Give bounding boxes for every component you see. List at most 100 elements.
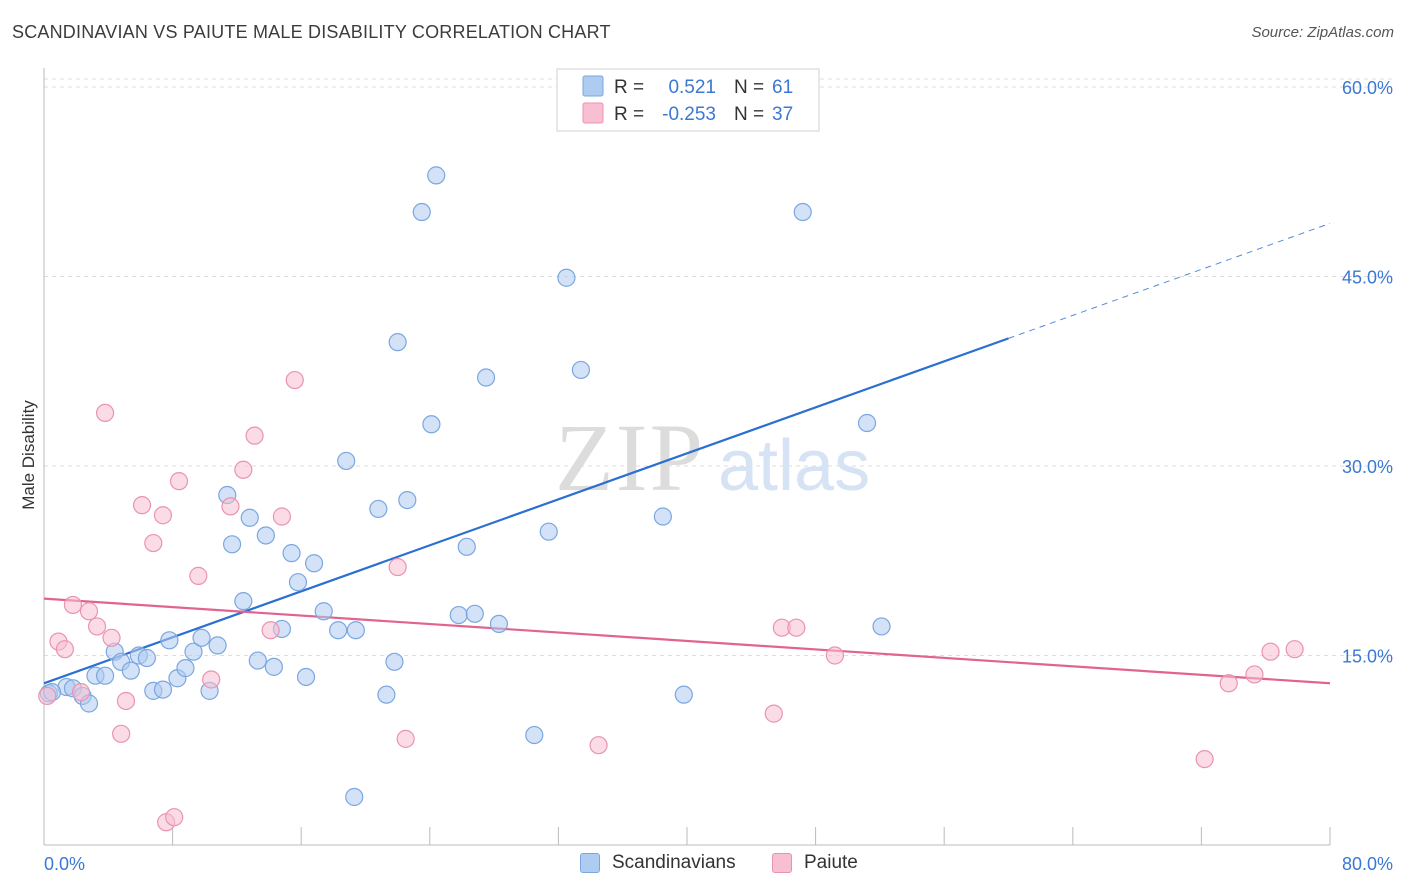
scandinavians-point-26	[256, 526, 275, 545]
x-tick-label-0: 0.0%	[44, 854, 85, 874]
legend-swatch-scandinavians-bottom	[580, 853, 600, 873]
paiute-point-16	[169, 472, 189, 491]
scandinavians-point-54	[571, 360, 591, 380]
paiute-point-0	[38, 686, 57, 706]
gridlines	[44, 78, 1394, 656]
scandinavians-point-6	[95, 666, 115, 685]
y-tick-label-1: 30.0%	[1342, 457, 1393, 477]
scandinavians-point-23	[234, 592, 253, 611]
scandinavians-point-11	[137, 648, 156, 668]
scandinavians-point-32	[304, 554, 324, 573]
paiute-point-11	[132, 496, 152, 515]
scandinavians-point-16	[176, 659, 195, 678]
paiute-point-8	[102, 628, 121, 647]
scandinavians-point-47	[457, 537, 476, 556]
scandinavians-point-59	[872, 617, 891, 636]
scandinavians-point-37	[345, 787, 364, 807]
paiute-point-32	[1195, 749, 1214, 769]
paiute-point-25	[388, 557, 407, 577]
legend-swatch-scandinavians	[582, 75, 604, 97]
paiute-point-18	[202, 670, 221, 689]
scandinavians-point-36	[346, 621, 365, 640]
legend-label-paiute: Paiute	[804, 852, 858, 873]
y-tick-label-0: 15.0%	[1342, 646, 1393, 666]
watermark-zip: ZIP	[555, 404, 705, 511]
scandinavians-point-29	[282, 544, 301, 563]
paiute-point-5	[79, 602, 99, 621]
legend-label-scandinavians: Scandinavians	[612, 852, 736, 873]
legend-top: R = 0.521 N = 61 R = -0.253 N = 37	[556, 68, 820, 132]
source-credit: Source: ZipAtlas.com	[1251, 24, 1394, 41]
trend-lines	[43, 222, 1331, 685]
scandinavians-point-53	[557, 268, 576, 287]
scandinavians-point-25	[248, 651, 267, 670]
paiute-point-4	[71, 683, 91, 702]
y-tick-labels: 15.0% 30.0% 45.0% 60.0%	[1342, 78, 1393, 667]
trend-line-scandinavians	[43, 337, 1009, 685]
y-tick-label-3: 60.0%	[1342, 78, 1393, 98]
paiute-point-24	[285, 370, 304, 390]
watermark-atlas: atlas	[718, 426, 870, 506]
scandinavians-point-13	[153, 680, 173, 699]
scandinavians-point-42	[398, 490, 417, 510]
scandinavians-point-49	[476, 368, 496, 387]
legend-r-value-1: 0.521	[668, 77, 716, 98]
legend-item-scandinavians: Scandinavians	[580, 852, 736, 874]
scandinavians-point-35	[337, 451, 356, 471]
scandinavians-point-45	[427, 166, 446, 185]
paiute-point-36	[1285, 640, 1304, 659]
paiute-point-17	[189, 566, 208, 585]
paiute-point-19	[221, 497, 240, 516]
x-tick-labels: 0.0% 80.0%	[44, 854, 1393, 874]
legend-r-label-2: R =	[614, 104, 644, 125]
paiute-point-35	[1261, 642, 1280, 661]
scandinavians-point-38	[369, 499, 388, 519]
paiute-point-28	[764, 704, 783, 723]
scandinavians-point-48	[465, 604, 484, 623]
paiute-point-15	[165, 808, 184, 827]
scandinavians-point-50	[489, 614, 509, 634]
scandinavians-point-57	[793, 202, 812, 222]
paiute-point-2	[55, 640, 74, 659]
legend-swatch-paiute-bottom	[772, 853, 792, 873]
scandinavians-point-41	[388, 333, 407, 352]
paiute-point-27	[589, 736, 608, 755]
legend-swatch-paiute	[582, 102, 604, 124]
paiute-points	[38, 370, 1304, 832]
paiute-point-30	[787, 618, 806, 637]
paiute-point-3	[63, 595, 83, 615]
paiute-point-33	[1219, 674, 1238, 693]
scandinavians-point-46	[449, 605, 468, 625]
scandinavians-point-9	[121, 661, 140, 680]
scandinavians-point-27	[264, 657, 283, 676]
legend-n-value-2: 37	[772, 104, 793, 125]
scandinavians-point-39	[377, 685, 396, 704]
paiute-point-21	[245, 426, 264, 445]
paiute-point-10	[116, 691, 136, 711]
scandinavians-point-58	[857, 413, 877, 433]
scandinavians-point-24	[240, 508, 259, 527]
scandinavians-point-40	[385, 652, 404, 671]
legend-n-label-1: N =	[734, 77, 764, 98]
chart-title: SCANDINAVIAN VS PAIUTE MALE DISABILITY C…	[12, 22, 611, 42]
legend-r-value-2: -0.253	[662, 104, 716, 125]
legend-n-value-1: 61	[772, 77, 793, 98]
scandinavians-point-30	[288, 573, 308, 592]
paiute-point-12	[144, 533, 163, 553]
legend-bottom: Scandinavians Paiute	[0, 852, 1406, 880]
scandinavians-point-31	[296, 667, 316, 687]
scandinavians-point-34	[329, 621, 348, 640]
paiute-point-34	[1245, 665, 1264, 684]
scandinavians-point-22	[222, 535, 242, 554]
scandinavians-point-33	[314, 602, 333, 621]
watermark: ZIP atlas	[555, 404, 870, 511]
paiute-point-26	[396, 729, 415, 748]
legend-n-label-2: N =	[734, 104, 764, 125]
paiute-point-6	[87, 617, 107, 636]
scandinavians-point-52	[539, 522, 558, 541]
scandinavians-points	[39, 166, 891, 807]
scandinavians-point-44	[422, 415, 441, 434]
trend-line-scandinavians-extension	[1008, 222, 1331, 339]
y-axis-label: Male Disability	[19, 400, 38, 510]
